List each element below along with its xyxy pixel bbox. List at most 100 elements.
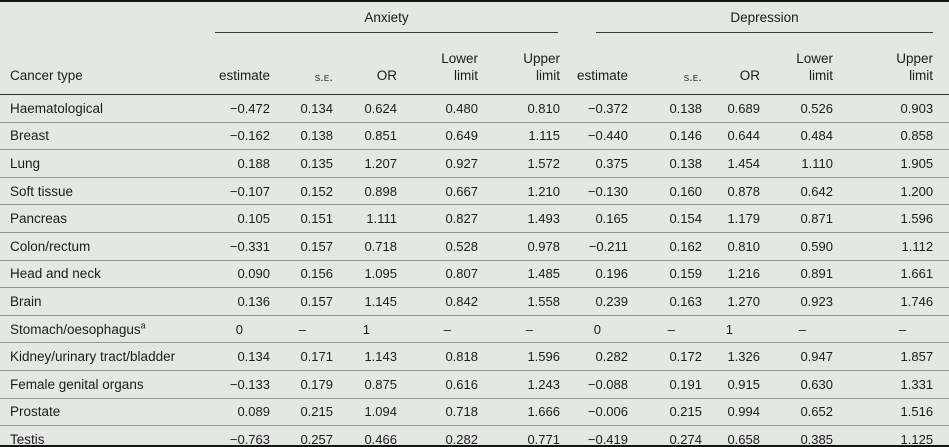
group-header-depression: Depression	[560, 2, 949, 33]
value-cell: 1.661	[833, 260, 949, 289]
column-header-depression-estimate: estimate	[560, 33, 628, 95]
value-cell: 0.624	[333, 94, 397, 123]
value-cell: 1.115	[478, 122, 560, 151]
value-cell: 0.630	[760, 370, 833, 399]
value-cell: 0.480	[397, 94, 478, 123]
value-cell: 0.162	[628, 232, 702, 261]
value-cell: 0.590	[760, 232, 833, 261]
value-cell: 1.179	[702, 204, 760, 233]
value-cell: −0.419	[587, 431, 628, 447]
cancer-type-cell: Female genital organs	[0, 370, 208, 399]
cancer-type-cell: Soft tissue	[0, 177, 208, 206]
value-cell: 0	[208, 315, 270, 344]
cancer-type-cell: Brain	[0, 287, 208, 316]
value-cell: 0.257	[300, 431, 333, 447]
value-cell: 1.216	[702, 260, 760, 289]
value-cell: 0.157	[270, 287, 333, 316]
value-cell: 0.718	[397, 398, 478, 427]
value-cell: –	[760, 315, 833, 344]
corner-spacer	[0, 2, 208, 33]
value-cell: 0.810	[478, 94, 560, 123]
value-cell: 0	[560, 315, 628, 344]
value-cell: 0.807	[397, 260, 478, 289]
depression-spanner-rule: Depression	[596, 3, 934, 33]
value-cell: 1.596	[833, 204, 949, 233]
value-cell: 0.898	[333, 177, 397, 206]
column-header-anxiety-upper-limit: Upper limit	[478, 33, 560, 95]
value-cell: 0.154	[628, 204, 702, 233]
value-cell: 0.134	[208, 342, 270, 371]
value-cell: 0.718	[333, 232, 397, 261]
value-cell: 1.095	[333, 260, 397, 289]
value-cell: 1.143	[333, 342, 397, 371]
value-cell: 0.089	[208, 398, 270, 427]
value-cell: 0.842	[397, 287, 478, 316]
value-cell: −0.372	[560, 94, 628, 123]
value-cell: 1.145	[333, 287, 397, 316]
value-cell: 0.891	[760, 260, 833, 289]
column-header-cancer-type: Cancer type	[0, 33, 208, 95]
value-cell: −0.331	[208, 232, 270, 261]
column-header-anxiety-or: OR	[333, 33, 397, 95]
value-cell: 0.215	[628, 398, 702, 427]
value-cell: 1.485	[478, 260, 560, 289]
value-cell: 0.156	[270, 260, 333, 289]
value-cell: 0.994	[702, 398, 760, 427]
value-cell: 0.658	[727, 431, 760, 447]
value-cell: 0.188	[208, 149, 270, 178]
value-cell: 0.923	[760, 287, 833, 316]
value-cell: 0.090	[208, 260, 270, 289]
column-header-depression-upper-limit: Upper limit	[833, 33, 949, 95]
value-cell: −0.130	[560, 177, 628, 206]
table-row: Soft tissue −0.107 0.152 0.898 0.667 1.210 −0.…	[0, 177, 949, 206]
table-row: Prostate 0.089 0.215 1.094 0.718 1.666 −0.006 0…	[0, 398, 949, 427]
value-cell: 0.157	[270, 232, 333, 261]
column-header-depression-or: OR	[702, 33, 760, 95]
value-cell: 1.243	[478, 370, 560, 399]
value-cell: −0.006	[560, 398, 628, 427]
value-cell: 0.152	[270, 177, 333, 206]
value-cell: 1.112	[833, 232, 949, 261]
value-cell: 1.857	[833, 342, 949, 371]
value-cell: 0.466	[364, 431, 397, 447]
value-cell: 0.196	[560, 260, 628, 289]
table-row: Lung 0.188 0.135 1.207 0.927 1.572 0.375 0.138 1…	[0, 149, 949, 178]
value-cell: 0.138	[270, 122, 333, 151]
value-cell: 0.134	[270, 94, 333, 123]
table-row: Brain 0.136 0.157 1.145 0.842 1.558 0.239 0.163…	[0, 287, 949, 316]
footnote-marker: a	[140, 320, 146, 331]
value-cell: 0.484	[760, 122, 833, 151]
value-cell: 1	[333, 315, 397, 344]
value-cell: 1.200	[833, 177, 949, 206]
column-header-anxiety-lower-limit: Lower limit	[397, 33, 478, 95]
value-cell: 1.596	[478, 342, 560, 371]
table-row: Testis −0.763 0.257 0.466 0.282 0.771 −0.419 0.…	[0, 426, 949, 447]
value-cell: 1.326	[702, 342, 760, 371]
cancer-type-cell: Haematological	[0, 94, 208, 123]
value-cell: −0.763	[229, 431, 270, 447]
value-cell: 0.771	[527, 431, 560, 447]
value-cell: 1.270	[702, 287, 760, 316]
value-cell: 0.903	[833, 94, 949, 123]
value-cell: 0.282	[445, 431, 478, 447]
value-cell: 1.746	[833, 287, 949, 316]
value-cell: 0.915	[702, 370, 760, 399]
depression-group-label: Depression	[730, 10, 799, 25]
value-cell: 1.111	[333, 204, 397, 233]
value-cell: 0.858	[833, 122, 949, 151]
value-cell: −0.133	[208, 370, 270, 399]
cancer-type-cell: Head and neck	[0, 260, 208, 289]
cancer-type-cell: Testis	[10, 431, 45, 447]
value-cell: 0.927	[397, 149, 478, 178]
value-cell: 0.528	[397, 232, 478, 261]
value-cell: 1.493	[478, 204, 560, 233]
table-row: Head and neck 0.090 0.156 1.095 0.807 1.485 0.…	[0, 260, 949, 289]
cancer-type-cell: Stomach/oesophagusa	[0, 315, 208, 344]
value-cell: 0.871	[760, 204, 833, 233]
value-cell: 0.616	[397, 370, 478, 399]
value-cell: 0.159	[628, 260, 702, 289]
value-cell: 0.171	[270, 342, 333, 371]
value-cell: 0.215	[270, 398, 333, 427]
